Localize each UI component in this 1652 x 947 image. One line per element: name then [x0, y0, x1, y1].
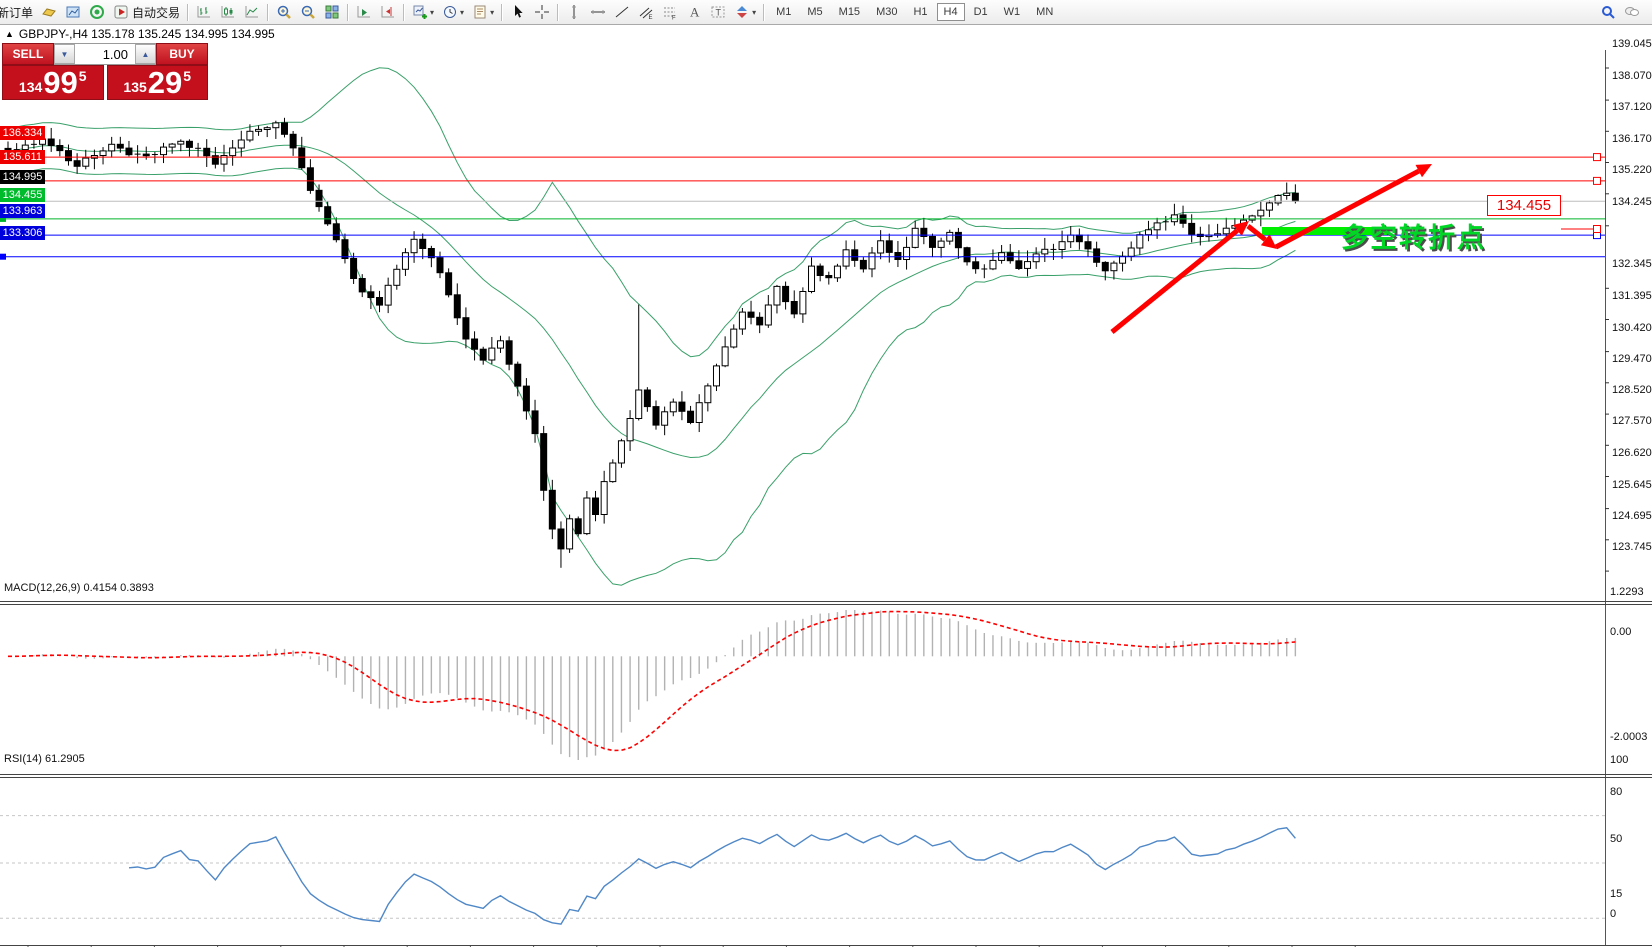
fibonacci-button[interactable]: F [658, 2, 682, 22]
chevron-down-icon: ▾ [752, 7, 757, 17]
buy-button[interactable]: BUY [156, 43, 208, 65]
toolbar-separator [187, 3, 190, 21]
timeframe-h4-button[interactable]: H4 [936, 3, 965, 21]
chevron-down-icon: ▾ [430, 7, 435, 17]
panel-expander-icon[interactable]: ▲ [5, 29, 14, 39]
toolbar: 新订单 自动交易 ▾ ▾ ▾ E F A T ▾ M1 M5 M15 M30 H1 H4 D1 W1 MN [0, 0, 1652, 25]
chat-icon[interactable] [1620, 2, 1644, 22]
ask-pips: 29 [147, 65, 183, 100]
volume-down-button[interactable]: ▼ [54, 44, 75, 64]
timeframe-m5-button[interactable]: M5 [807, 6, 823, 18]
chart-canvas [0, 50, 1652, 947]
timeframe-h1-button[interactable]: H1 [913, 6, 928, 18]
chart-surface[interactable] [0, 24, 1652, 947]
bid-price-display[interactable]: 134 99 5 [2, 65, 104, 100]
one-click-trading-panel: SELL ▼ 1.00 ▲ BUY 134 99 5 135 29 5 [2, 43, 208, 100]
equidistant-channel-button[interactable]: E [634, 2, 658, 22]
sell-button[interactable]: SELL [2, 43, 54, 65]
timeframe-w1-button[interactable]: W1 [1003, 6, 1021, 18]
gold-bar-icon[interactable] [37, 2, 61, 22]
svg-text:A: A [690, 5, 700, 20]
zoom-out-button[interactable] [296, 2, 320, 22]
timeframe-d1-button[interactable]: D1 [973, 6, 988, 18]
toolbar-separator [347, 3, 350, 21]
new-order-button[interactable]: 新订单 [0, 5, 34, 20]
search-icon[interactable] [1596, 2, 1620, 22]
volume-box: ▼ 1.00 ▲ [54, 43, 156, 65]
timeframe-mn-button[interactable]: MN [1036, 6, 1054, 18]
tile-windows-button[interactable] [320, 2, 344, 22]
chevron-down-icon: ▾ [490, 7, 495, 17]
bid-point: 5 [78, 68, 87, 84]
bid-pips: 99 [43, 65, 78, 100]
chart-shift-button[interactable] [376, 2, 400, 22]
symbol-info-bar: ▲ GBPJPY-,H4 135.178 135.245 134.995 134… [5, 27, 275, 41]
ask-figure: 135 [123, 79, 147, 95]
toolbar-buttons: 新订单 自动交易 ▾ ▾ ▾ E F A T ▾ [0, 2, 768, 22]
volume-up-button[interactable]: ▲ [135, 44, 156, 64]
chart-window-icon[interactable] [61, 2, 85, 22]
toolbar-separator [267, 3, 270, 21]
toolbar-separator [501, 3, 504, 21]
toolbar-separator [557, 3, 560, 21]
vertical-line-button[interactable] [562, 2, 586, 22]
svg-text:T: T [716, 8, 722, 18]
autotrading-button[interactable]: 自动交易 [109, 2, 184, 22]
text-label-button[interactable]: T [706, 2, 730, 22]
templates-button[interactable]: ▾ [468, 2, 498, 22]
crosshair-button[interactable] [530, 2, 554, 22]
zoom-in-button[interactable] [272, 2, 296, 22]
svg-text:E: E [649, 15, 653, 20]
horizontal-line-button[interactable] [586, 2, 610, 22]
arrows-button[interactable]: ▾ [730, 2, 760, 22]
timeframe-bar: M1 M5 M15 M30 H1 H4 D1 W1 MN [768, 3, 1061, 21]
candlestick-chart-button[interactable] [216, 2, 240, 22]
chevron-down-icon: ▾ [460, 7, 465, 17]
symbol-ohlc-text: GBPJPY-,H4 135.178 135.245 134.995 134.9… [18, 27, 275, 41]
line-chart-button[interactable] [240, 2, 264, 22]
timeframe-m1-button[interactable]: M1 [776, 6, 792, 18]
svg-text:F: F [672, 16, 676, 21]
volume-input[interactable]: 1.00 [102, 46, 128, 62]
cursor-button[interactable] [506, 2, 530, 22]
ask-point: 5 [183, 68, 192, 84]
ask-price-display[interactable]: 135 29 5 [106, 65, 208, 100]
bar-chart-button[interactable] [192, 2, 216, 22]
timeframe-m15-button[interactable]: M15 [838, 6, 861, 18]
periods-button[interactable]: ▾ [438, 2, 468, 22]
text-button[interactable]: A [682, 2, 706, 22]
toolbar-separator [763, 3, 766, 21]
auto-scroll-button[interactable] [352, 2, 376, 22]
signal-icon[interactable] [85, 2, 109, 22]
timeframe-m30-button[interactable]: M30 [876, 6, 898, 18]
bid-figure: 134 [18, 79, 43, 95]
trendline-button[interactable] [610, 2, 634, 22]
toolbar-separator [403, 3, 406, 21]
indicators-button[interactable]: ▾ [408, 2, 438, 22]
